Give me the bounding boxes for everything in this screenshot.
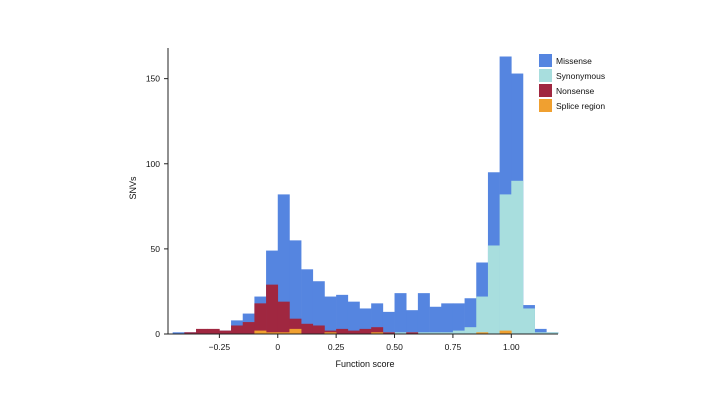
bar-synonymous-23 [441,332,454,334]
bar-splice-region-13 [324,332,337,334]
bar-missense-16 [359,308,372,334]
bar-nonsense-18 [382,332,395,334]
bar-nonsense-12 [312,325,325,334]
x-tick-label-5: 1.00 [503,342,520,352]
legend-swatch-missense [539,54,552,67]
bar-missense-25 [464,298,477,334]
bar-splice-region-10 [289,328,302,334]
bar-synonymous-22 [429,332,442,334]
bar-nonsense-10 [289,318,302,334]
y-tick-label-3: 150 [146,74,160,84]
bar-splice-region-9 [277,332,290,334]
bar-synonymous-25 [464,327,477,334]
bar-synonymous-24 [452,330,465,334]
bar-nonsense-3 [207,328,220,334]
bar-missense-19 [394,293,407,334]
bar-nonsense-16 [359,328,372,334]
bar-synonymous-29 [511,180,524,334]
bar-missense-10 [289,240,302,334]
bar-missense-12 [312,281,325,334]
legend-swatch-splice-region [539,99,552,112]
bar-splice-region-26 [476,332,489,334]
bar-nonsense-14 [336,328,349,334]
y-tick-label-2: 100 [146,159,160,169]
y-tick-label-0: 0 [155,329,160,339]
legend-swatch-synonymous [539,69,552,82]
bar-splice-region-7 [254,330,267,334]
bar-synonymous-32 [546,332,559,334]
x-axis-ticks: −0.25 0 0.25 0.50 0.75 1.00 [209,334,520,352]
y-axis-title: SNVs [128,176,138,200]
bar-missense-21 [417,293,430,334]
legend-swatch-nonsense [539,84,552,97]
bar-synonymous-19 [394,332,407,334]
legend-label-splice-region: Splice region [556,101,605,111]
bar-missense-13 [324,296,337,334]
bar-missense-31 [534,328,547,334]
legend-label-nonsense: Nonsense [556,86,595,96]
x-tick-label-0: −0.25 [209,342,231,352]
bar-missense-18 [382,311,395,334]
bar-splice-region-28 [499,330,512,334]
bar-nonsense-5 [231,325,244,334]
bar-missense-22 [429,306,442,334]
bar-nonsense-2 [196,328,208,334]
legend-label-synonymous: Synonymous [556,71,605,81]
bar-nonsense-4 [219,330,232,334]
bar-nonsense-11 [301,323,314,334]
y-tick-label-1: 50 [151,244,161,254]
legend-label-missense: Missense [556,56,592,66]
x-tick-label-4: 0.75 [445,342,462,352]
bar-missense-11 [301,269,314,334]
bar-synonymous-26 [476,296,489,334]
bar-missense-24 [452,303,465,334]
bar-splice-region-17 [371,332,384,334]
bar-splice-region-8 [266,332,279,334]
x-tick-label-1: 0 [275,342,280,352]
bar-missense-0 [172,332,185,334]
bar-synonymous-21 [417,332,430,334]
bar-missense-17 [371,303,384,334]
legend: Missense Synonymous Nonsense Splice regi… [539,54,605,112]
bar-nonsense-7 [254,303,267,334]
bar-nonsense-17 [371,327,384,334]
x-axis-title: Function score [335,359,394,369]
bar-missense-15 [347,301,360,334]
bar-synonymous-28 [499,194,512,334]
bar-nonsense-8 [266,284,279,334]
bar-synonymous-30 [522,308,535,334]
x-tick-label-3: 0.50 [386,342,403,352]
bar-missense-23 [441,303,454,334]
bar-nonsense-20 [406,332,419,334]
bar-synonymous-27 [487,245,500,334]
bar-missense-14 [336,294,349,334]
x-tick-label-2: 0.25 [328,342,345,352]
bar-nonsense-6 [242,322,255,334]
bar-missense-20 [406,310,419,334]
bars-layer [172,56,559,334]
bar-synonymous-31 [534,332,547,334]
bar-nonsense-15 [347,330,360,334]
y-axis-ticks: 0 50 100 150 [146,74,168,339]
bar-nonsense-1 [184,332,197,334]
bar-nonsense-9 [277,301,290,334]
bar-missense-9 [277,194,290,334]
